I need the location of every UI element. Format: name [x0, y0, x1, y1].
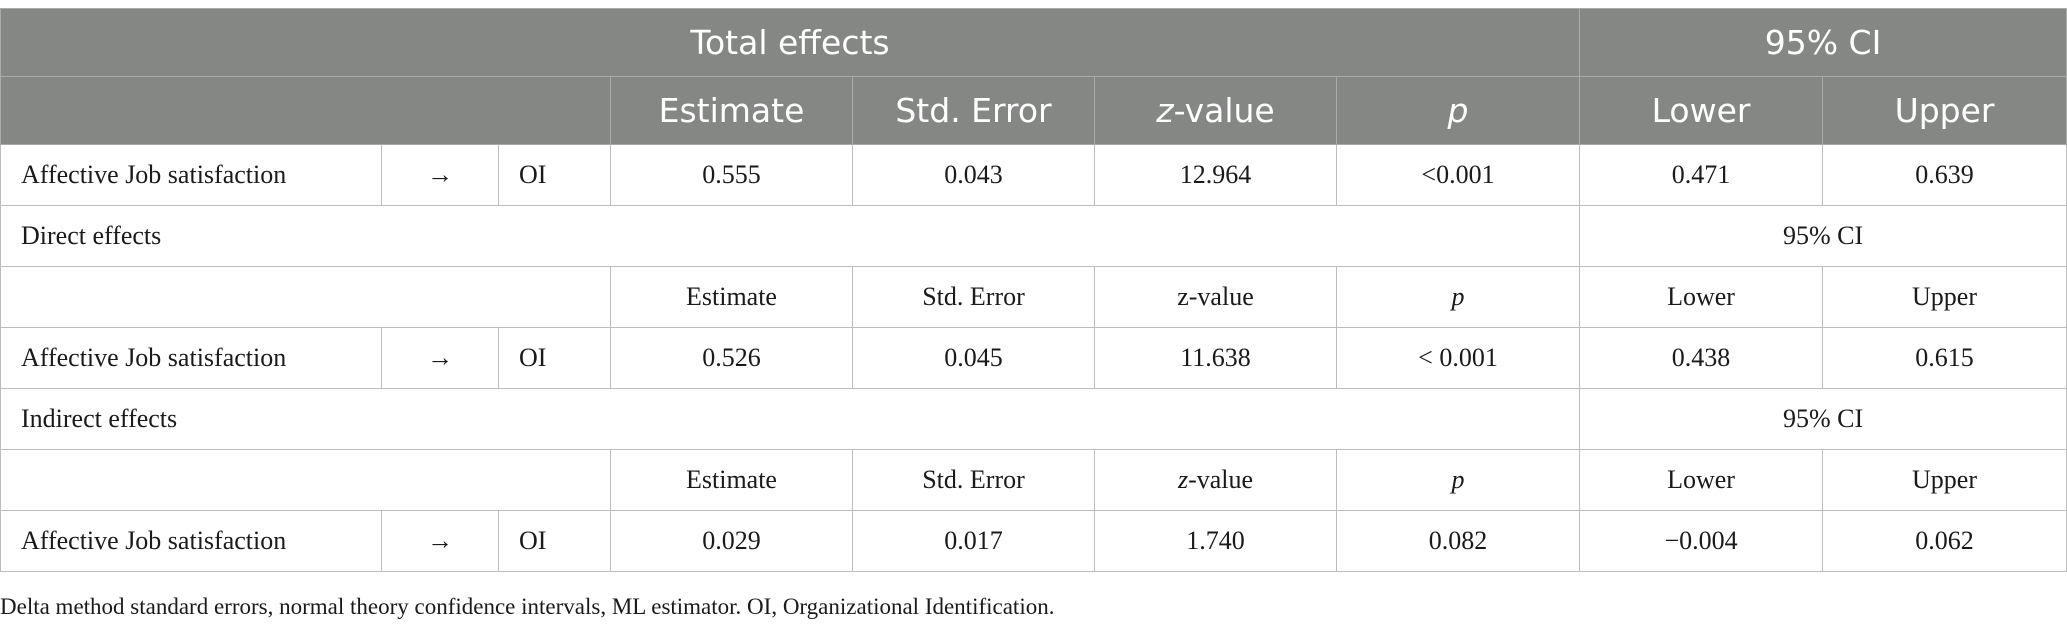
- predictor-cell: Affective Job satisfaction: [0, 510, 382, 572]
- p-header: p: [1335, 76, 1581, 145]
- lower-header: Lower: [1579, 449, 1824, 511]
- arrow-cell: →: [381, 144, 499, 206]
- empty-header-cell: [0, 76, 611, 145]
- total-effects-title: Total effects: [0, 8, 1581, 77]
- indirect-ci-header: 95% CI: [1579, 388, 2067, 450]
- lower-header: Lower: [1579, 266, 1824, 328]
- total-effects-title-row: Total effects 95% CI: [0, 8, 2067, 77]
- indirect-effects-row: Affective Job satisfaction → OI 0.029 0.…: [0, 510, 2067, 572]
- z-suffix: -value: [1173, 91, 1275, 130]
- lower-cell: −0.004: [1579, 510, 1824, 572]
- effects-table: Total effects 95% CI Estimate Std. Error…: [0, 8, 2067, 572]
- indirect-effects-column-header-row: Estimate Std. Error z-value p Lower Uppe…: [0, 449, 2067, 511]
- empty-header-cell: [0, 449, 611, 511]
- z-value-header: z-value: [1094, 266, 1337, 328]
- lower-cell: 0.438: [1579, 327, 1824, 389]
- lower-cell: 0.471: [1579, 144, 1824, 206]
- upper-header: Upper: [1822, 266, 2067, 328]
- estimate-cell: 0.029: [610, 510, 853, 572]
- table-footnote: Delta method standard errors, normal the…: [0, 594, 1055, 619]
- std-error-cell: 0.045: [852, 327, 1095, 389]
- z-value-cell: 1.740: [1094, 510, 1337, 572]
- p-cell: <0.001: [1335, 144, 1581, 206]
- arrow-cell: →: [381, 327, 499, 389]
- lower-header: Lower: [1579, 76, 1824, 145]
- std-error-header: Std. Error: [852, 449, 1095, 511]
- total-ci-header: 95% CI: [1579, 8, 2067, 77]
- p-cell: 0.082: [1335, 510, 1581, 572]
- direct-effects-title-row: Direct effects 95% CI: [0, 205, 2067, 267]
- std-error-header: Std. Error: [852, 76, 1095, 145]
- std-error-cell: 0.017: [852, 510, 1095, 572]
- predictor-cell: Affective Job satisfaction: [0, 144, 382, 206]
- predictor-cell: Affective Job satisfaction: [0, 327, 382, 389]
- outcome-cell: OI: [498, 510, 611, 572]
- p-cell: < 0.001: [1335, 327, 1581, 389]
- z-value-header: z-value: [1094, 449, 1337, 511]
- estimate-cell: 0.526: [610, 327, 853, 389]
- z-symbol: z: [1177, 465, 1189, 494]
- z-value-cell: 11.638: [1094, 327, 1337, 389]
- estimate-cell: 0.555: [610, 144, 853, 206]
- outcome-cell: OI: [498, 327, 611, 389]
- empty-header-cell: [0, 266, 611, 328]
- upper-cell: 0.062: [1822, 510, 2067, 572]
- z-value-cell: 12.964: [1094, 144, 1337, 206]
- std-error-header: Std. Error: [852, 266, 1095, 328]
- indirect-effects-title-row: Indirect effects 95% CI: [0, 388, 2067, 450]
- upper-header: Upper: [1822, 76, 2067, 145]
- upper-cell: 0.639: [1822, 144, 2067, 206]
- z-symbol: z: [1156, 91, 1174, 130]
- z-suffix: -value: [1188, 465, 1254, 494]
- direct-effects-title: Direct effects: [0, 205, 1581, 267]
- upper-cell: 0.615: [1822, 327, 2067, 389]
- arrow-cell: →: [381, 510, 499, 572]
- z-value-header: z-value: [1094, 76, 1337, 145]
- total-effects-row: Affective Job satisfaction → OI 0.555 0.…: [0, 144, 2067, 206]
- total-effects-column-header-row: Estimate Std. Error z-value p Lower Uppe…: [0, 76, 2067, 145]
- estimate-header: Estimate: [610, 449, 853, 511]
- indirect-effects-title: Indirect effects: [0, 388, 1581, 450]
- std-error-cell: 0.043: [852, 144, 1095, 206]
- direct-ci-header: 95% CI: [1579, 205, 2067, 267]
- direct-effects-row: Affective Job satisfaction → OI 0.526 0.…: [0, 327, 2067, 389]
- p-header: p: [1335, 266, 1581, 328]
- estimate-header: Estimate: [610, 266, 853, 328]
- upper-header: Upper: [1822, 449, 2067, 511]
- p-header: p: [1335, 449, 1581, 511]
- outcome-cell: OI: [498, 144, 611, 206]
- direct-effects-column-header-row: Estimate Std. Error z-value p Lower Uppe…: [0, 266, 2067, 328]
- estimate-header: Estimate: [610, 76, 853, 145]
